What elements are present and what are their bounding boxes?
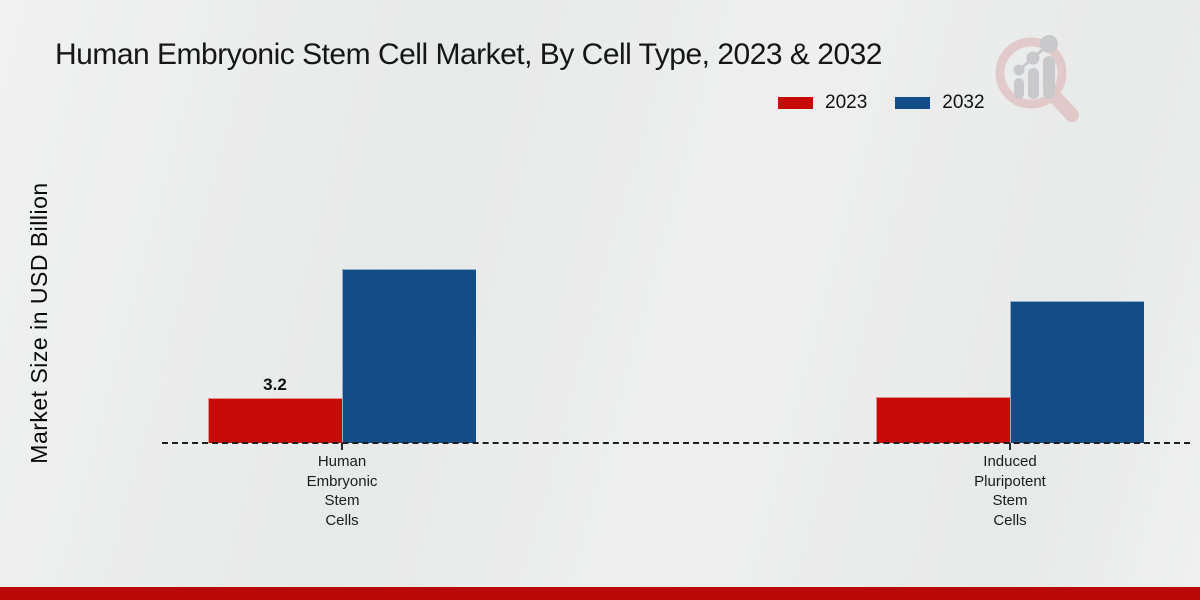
x-axis-label-human-embryonic-stem-cells: Human Embryonic Stem Cells bbox=[306, 453, 378, 529]
x-axis-tick bbox=[341, 443, 343, 450]
legend-label-2023: 2023 bbox=[825, 92, 868, 113]
x-axis-label-induced-pluripotent-stem-cells: Induced Pluripotent Stem Cells bbox=[974, 453, 1046, 529]
x-axis-baseline bbox=[162, 442, 1190, 444]
legend-swatch-2023 bbox=[778, 97, 813, 109]
legend-item-2023: 2023 bbox=[778, 92, 867, 114]
y-axis-label: Market Size in USD Billion bbox=[26, 182, 52, 464]
legend-item-2032: 2032 bbox=[895, 92, 985, 114]
legend-label-2032: 2032 bbox=[942, 92, 985, 113]
footer-bar bbox=[0, 587, 1200, 600]
chart-title: Human Embryonic Stem Cell Market, By Cel… bbox=[55, 38, 883, 71]
bar-2032-induced-pluripotent-stem-cells bbox=[1010, 301, 1144, 443]
legend: 2023 2032 bbox=[778, 92, 985, 114]
bar-value-label: 3.2 bbox=[263, 375, 287, 394]
legend-swatch-2032 bbox=[895, 97, 931, 109]
magnifier-handle-icon bbox=[1047, 89, 1079, 122]
bar-2023-induced-pluripotent-stem-cells bbox=[876, 397, 1010, 443]
magnifier-ring-icon bbox=[995, 37, 1067, 109]
bar-2032-human-embryonic-stem-cells bbox=[342, 269, 476, 443]
x-axis-tick bbox=[1009, 443, 1011, 450]
bar-2023-human-embryonic-stem-cells bbox=[208, 398, 342, 443]
watermark-logo bbox=[995, 35, 1079, 122]
bar-chart-glyph-icon bbox=[1013, 35, 1058, 99]
